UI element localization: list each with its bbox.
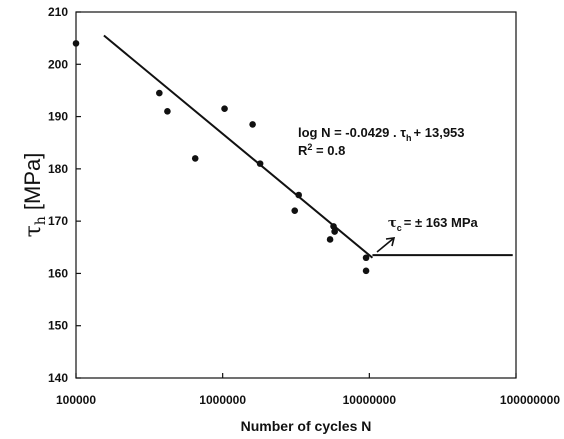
y-tick-label: 190	[48, 110, 68, 124]
endurance-arrow	[376, 237, 396, 253]
r-squared: R2 = 0.8	[298, 142, 345, 158]
data-point	[256, 160, 264, 167]
data-point	[291, 207, 299, 214]
y-tick-label: 200	[48, 57, 68, 71]
y-tick-label: 170	[48, 214, 68, 228]
data-point	[295, 191, 303, 199]
fit-lines	[103, 34, 513, 259]
x-tick-label: 100000000	[500, 393, 560, 407]
y-axis: 140 150 160 170 180 190 200 210	[48, 5, 81, 385]
data-point	[249, 121, 256, 128]
y-tick-label: 160	[48, 266, 68, 280]
data-point	[330, 223, 337, 230]
x-tick-label: 100000	[56, 393, 96, 407]
plot-frame	[75, 11, 517, 379]
data-point	[191, 155, 199, 162]
y-tick-label: 180	[48, 162, 68, 176]
x-tick-label: 10000000	[343, 393, 397, 407]
endurance-limit-label: τc = ± 163 MPa	[388, 215, 479, 233]
data-point	[362, 254, 370, 262]
y-tick-label: 210	[48, 5, 68, 19]
regression-equation: log N = -0.0429 . τh + 13,953	[298, 125, 465, 143]
data-point	[156, 89, 163, 97]
data-point	[72, 40, 80, 47]
data-point	[221, 105, 228, 113]
data-point	[331, 228, 338, 235]
data-point	[164, 108, 171, 115]
data-point	[326, 236, 334, 243]
y-axis-label: τh [MPa]	[20, 153, 49, 238]
y-tick-label: 150	[48, 319, 68, 333]
y-tick-label: 140	[48, 371, 68, 385]
x-axis: 100000 1000000 10000000 100000000	[56, 373, 560, 407]
x-axis-label: Number of cycles N	[241, 418, 372, 434]
regression-line	[103, 34, 374, 259]
data-points	[72, 40, 370, 275]
x-tick-label: 1000000	[199, 393, 246, 407]
data-point	[362, 267, 370, 275]
